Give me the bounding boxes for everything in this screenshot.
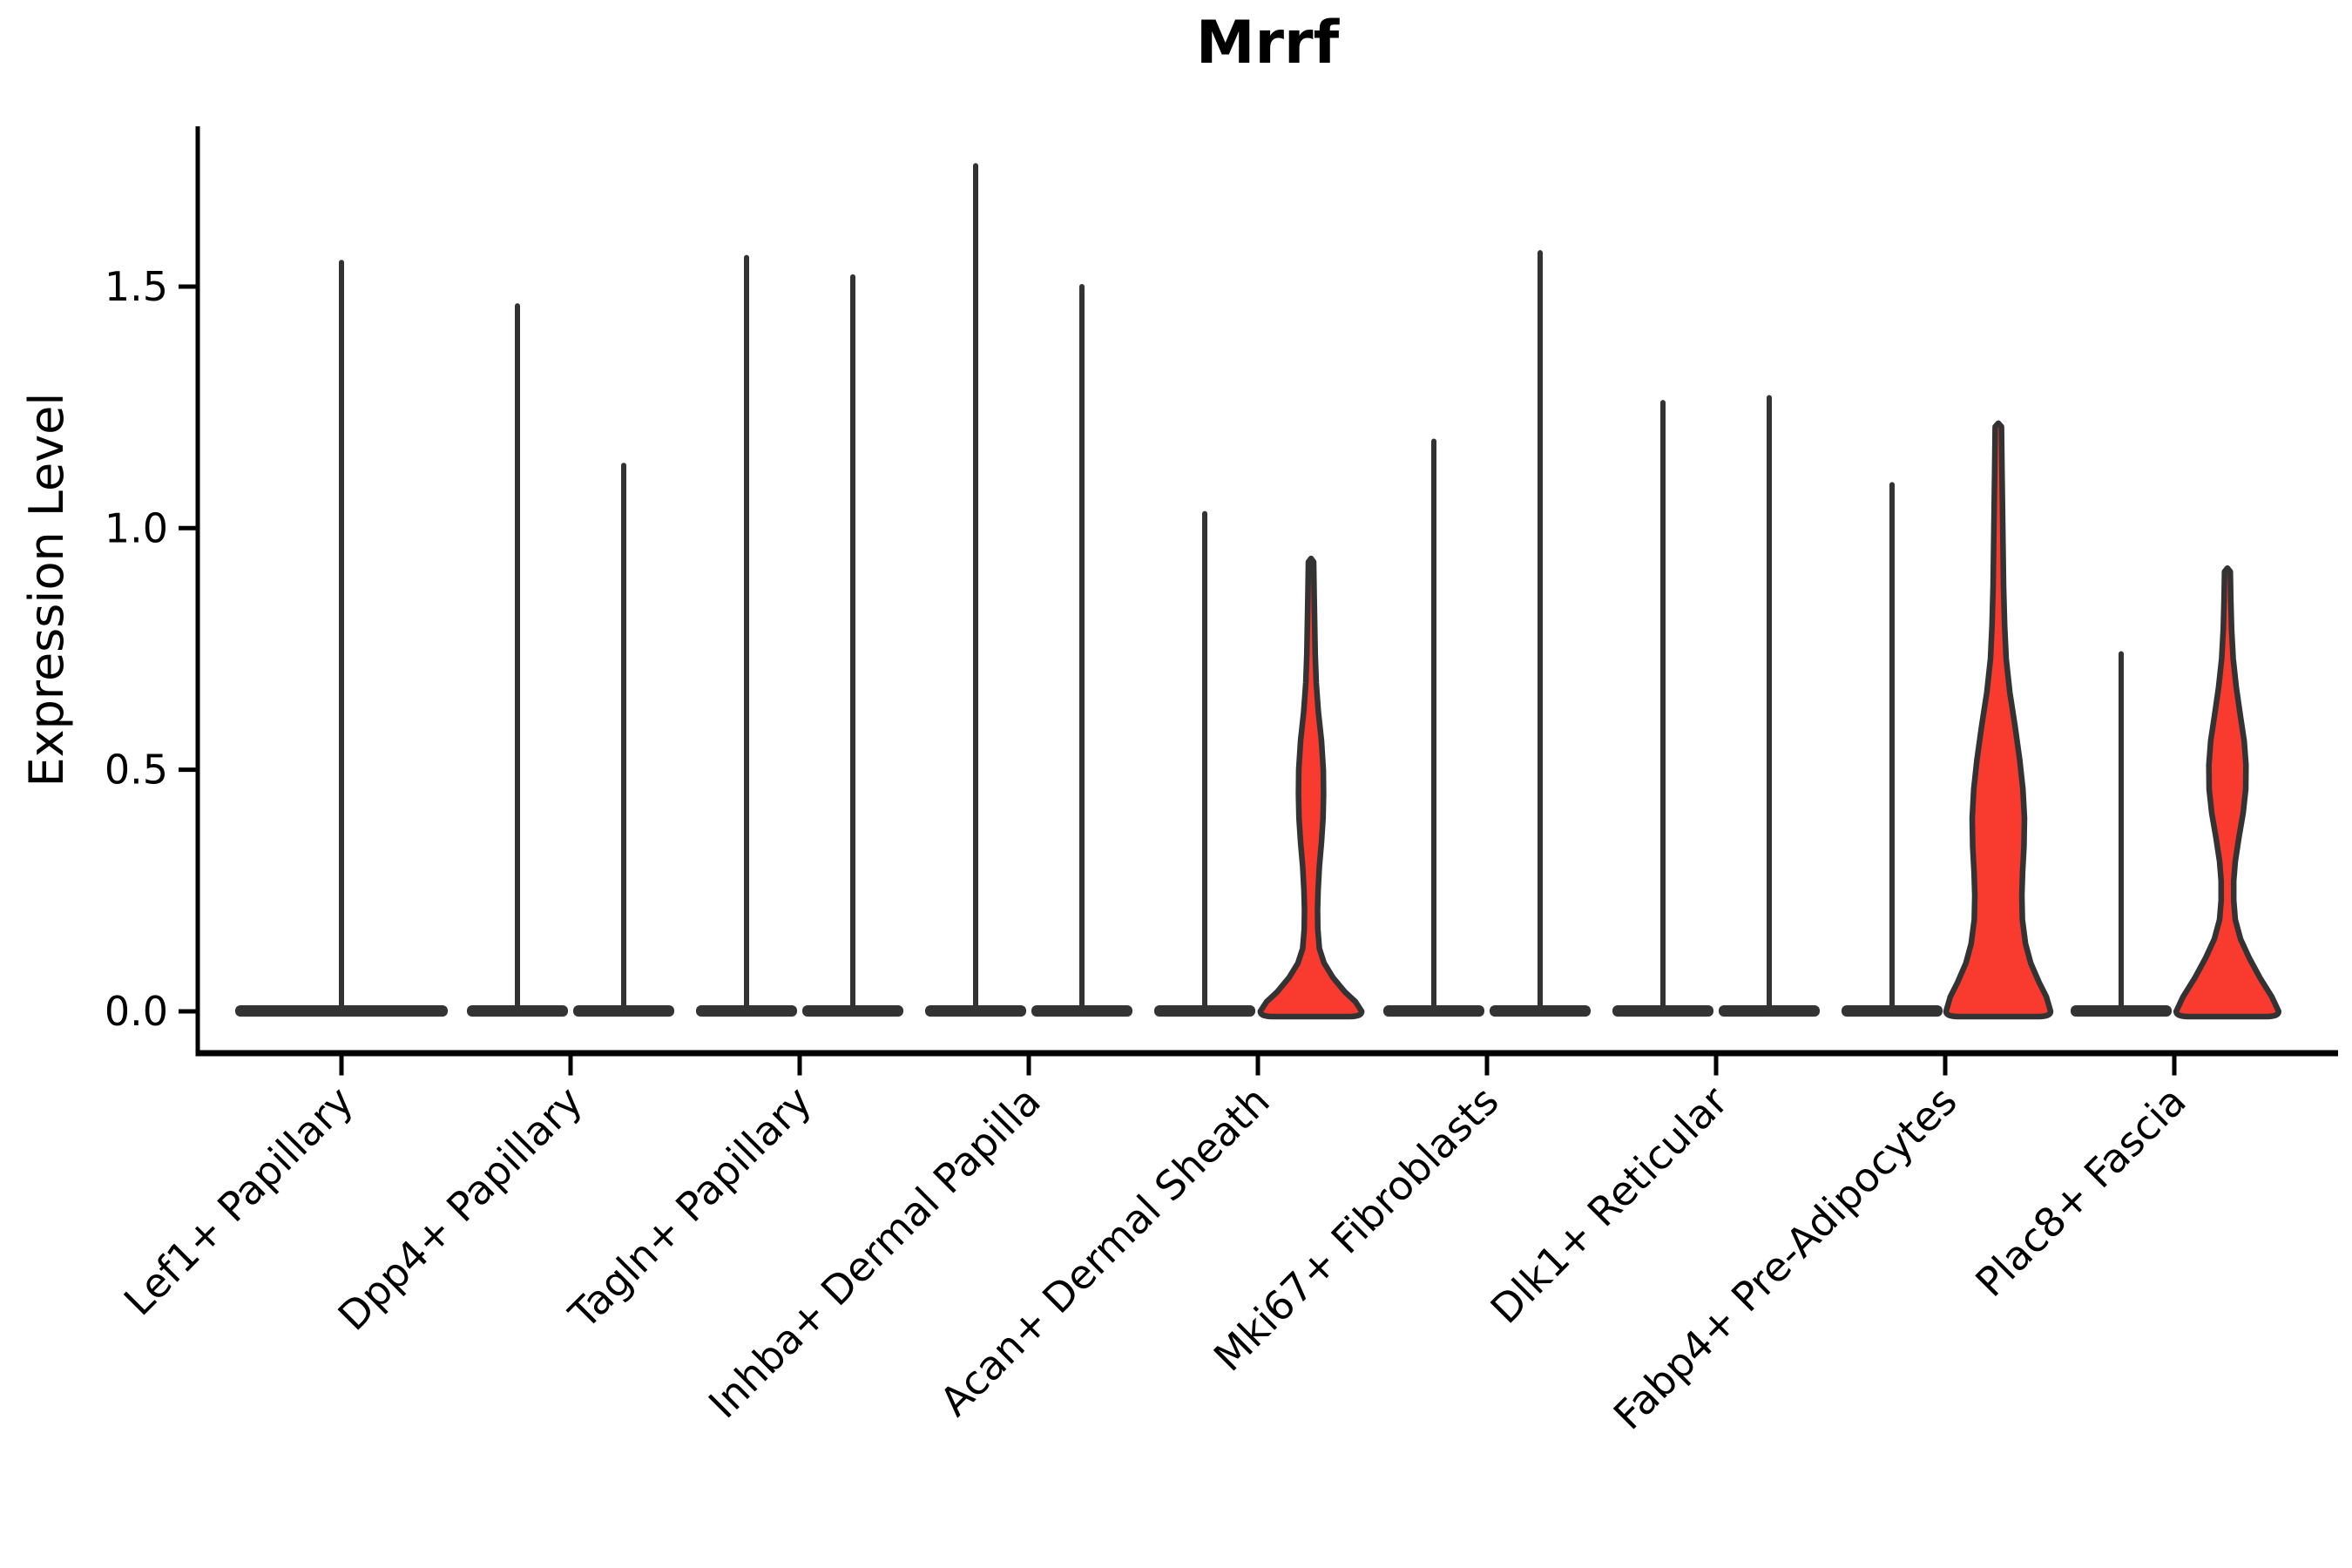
violin-acan-dermal-sheath-right — [1257, 555, 1365, 1020]
violin-plac8-fascia-right — [2173, 564, 2282, 1020]
y-tick-label: 1.0 — [105, 504, 168, 551]
chart-title: Mrrf — [1196, 9, 1341, 78]
x-tick-label: Dpp4+ Papillary — [329, 1078, 591, 1340]
red-violin-shape — [1943, 420, 2054, 1020]
violin-tagln-papillary-right — [802, 274, 903, 1017]
violin-inhba-dermal-papilla-right — [1031, 283, 1132, 1017]
y-tick-label: 0.0 — [105, 988, 168, 1035]
violin-dlk1-reticular-left — [1612, 400, 1713, 1017]
violin-dlk1-reticular-right — [1719, 395, 1820, 1017]
x-tick-label: Dlk1+ Reticular — [1482, 1078, 1737, 1333]
violin-mki67-fibroblasts-right — [1490, 250, 1591, 1017]
y-axis-ticks: 0.0 0.5 1.0 1.5 — [105, 263, 198, 1035]
violin-acan-dermal-sheath-left — [1154, 510, 1255, 1017]
violin-fabp4-pre-adipocytes-left — [1842, 482, 1943, 1017]
violin-mki67-fibroblasts-left — [1383, 438, 1484, 1017]
violin-tagln-papillary-left — [696, 254, 797, 1017]
red-violin-shape — [2173, 564, 2282, 1020]
violin-dpp4-papillary-right — [573, 463, 674, 1017]
violin-inhba-dermal-papilla-left — [925, 163, 1026, 1017]
y-axis-label: Expression Level — [19, 393, 74, 787]
violin-plac8-fascia-left — [2071, 651, 2172, 1017]
x-tick-label: Plac8+ Fascia — [1966, 1078, 2194, 1306]
y-tick-label: 0.5 — [105, 747, 168, 794]
violin-fabp4-pre-adipocytes-right — [1943, 420, 2054, 1020]
x-tick-label: Tagln+ Papillary — [559, 1078, 821, 1339]
x-tick-label: Lef1+ Papillary — [115, 1078, 362, 1325]
violin-shapes — [235, 163, 2282, 1020]
violin-dpp4-papillary-left — [467, 303, 568, 1017]
red-violin-shape — [1257, 555, 1365, 1020]
axes — [195, 126, 2338, 1057]
y-tick-label: 1.5 — [105, 263, 168, 310]
violin-lef1-papillary-center — [235, 260, 448, 1017]
